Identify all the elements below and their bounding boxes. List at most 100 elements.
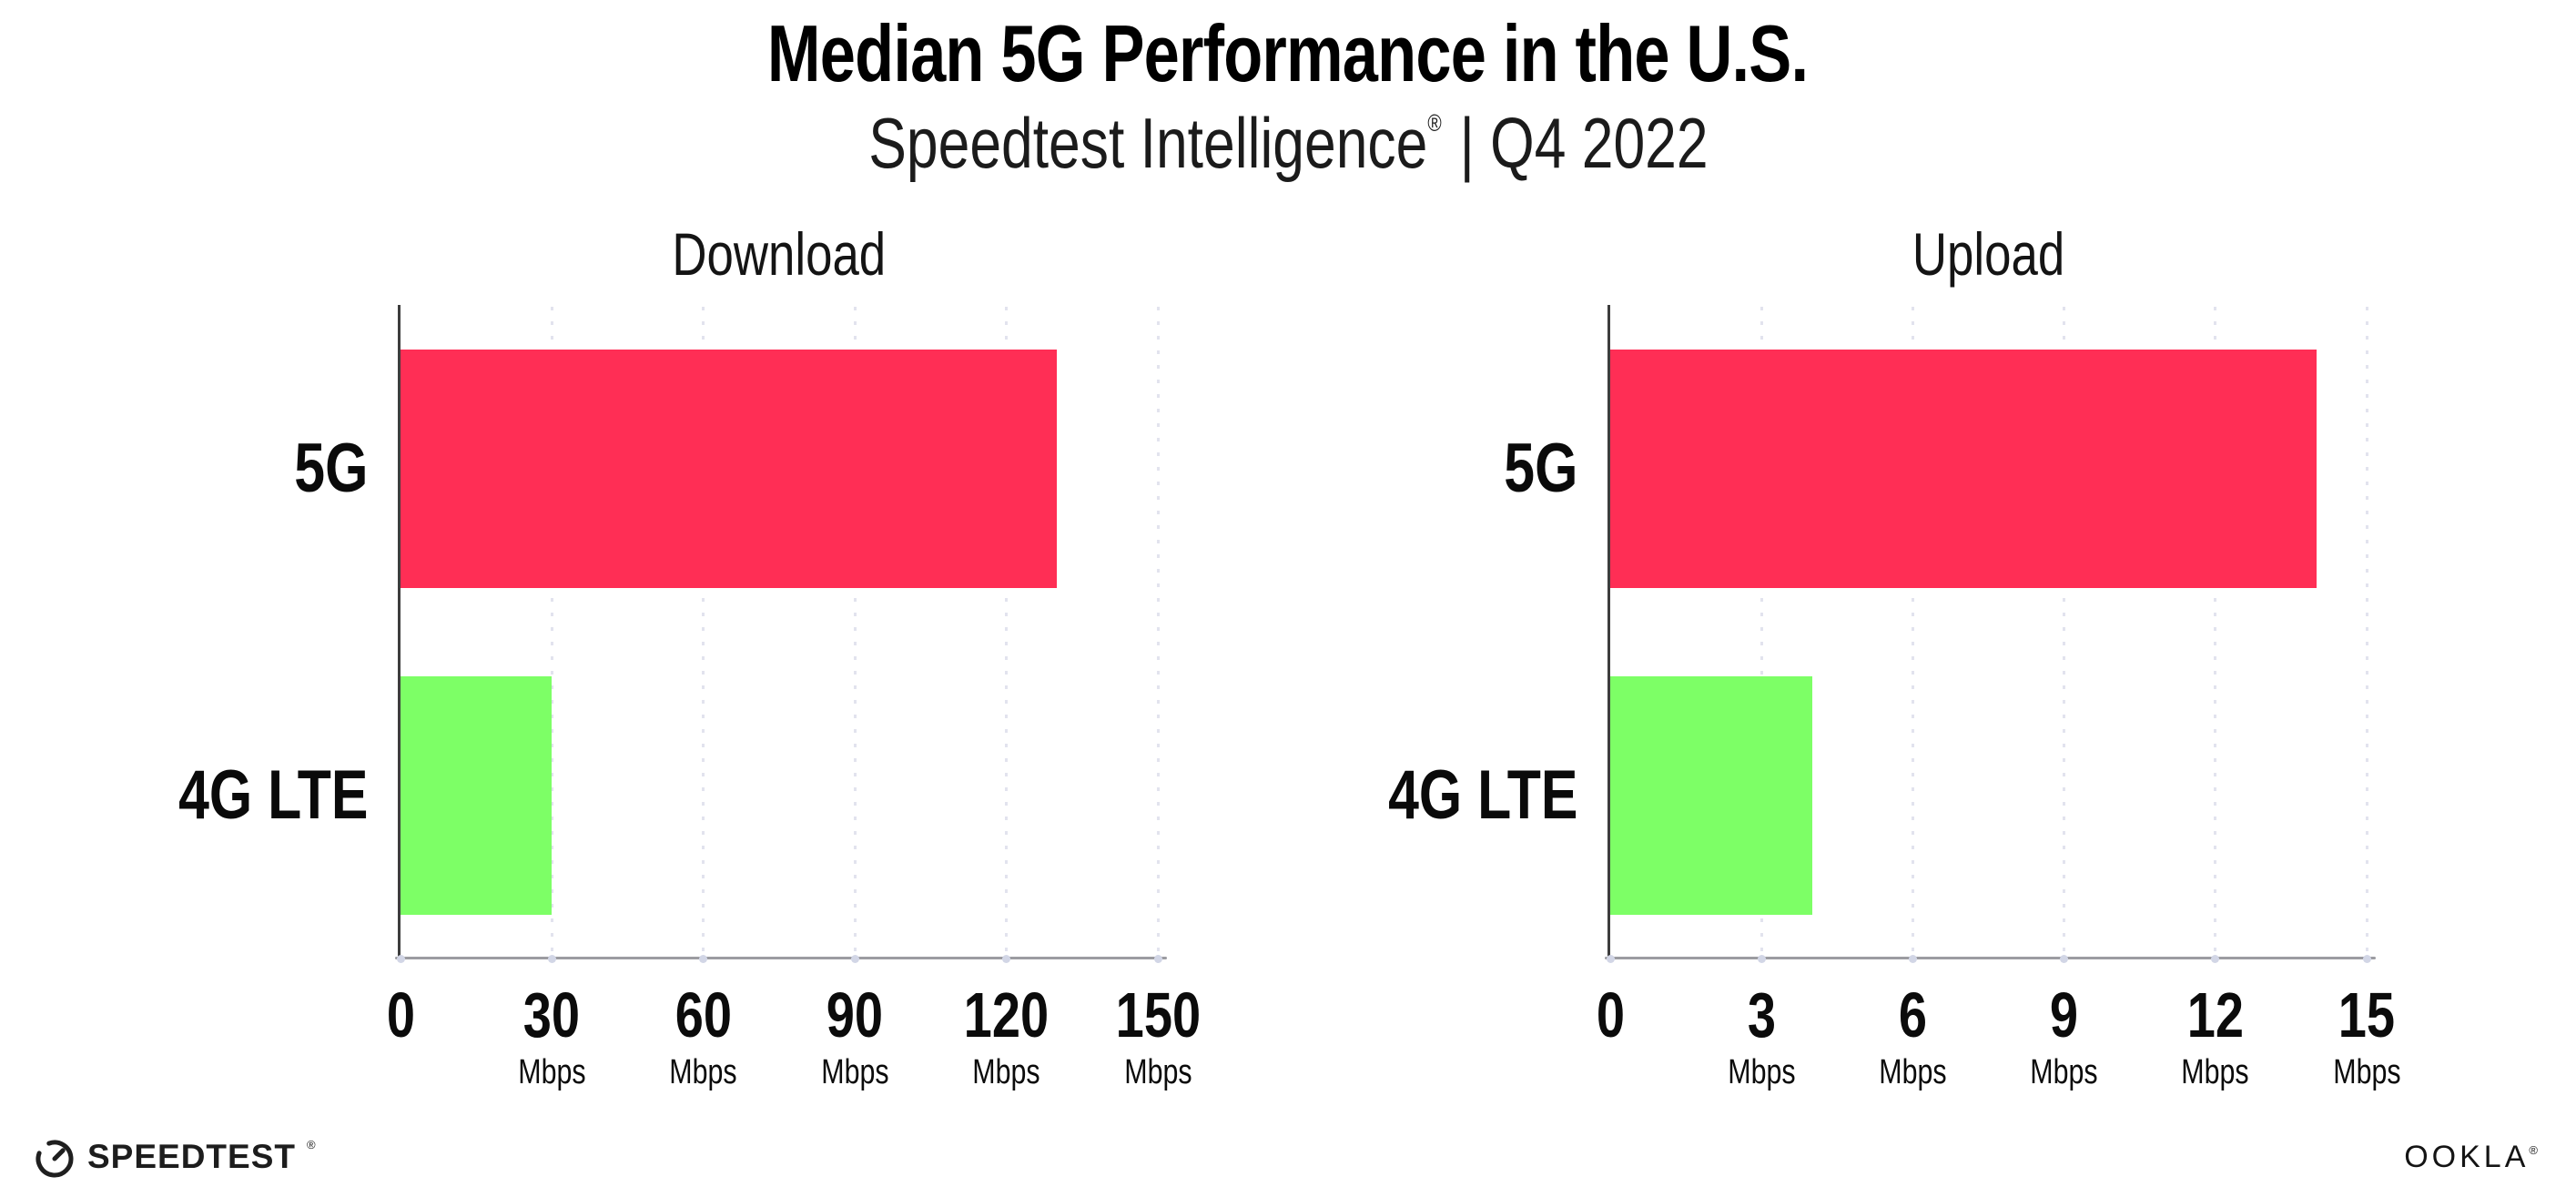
axis-tick-dot-6-upload [1908,955,1917,963]
subtitle-product: Speedtest Intelligence [867,103,1427,183]
x-tick-0-upload: 0 [1519,980,1701,1050]
axis-tick-dot-9-upload [2060,955,2069,963]
x-tick-unit-3-upload: Mbps [1670,1053,1852,1091]
category-label-5g-download: 5G [276,427,368,511]
ookla-registered-icon: ® [2529,1143,2541,1157]
download-chart-title: Download [346,223,1212,285]
axis-tick-dot-15-upload [2362,955,2371,963]
x-tick-unit-90-download: Mbps [764,1053,946,1091]
x-tick-value-text: 15 [2338,979,2396,1050]
x-tick-unit-60-download: Mbps [613,1053,795,1091]
axis-tick-dot-150-download [1153,955,1162,963]
upload-chart-title: Upload [1556,223,2421,285]
subtitle-quarter: | Q4 2022 [1459,103,1709,183]
x-tick-value-text: 3 [1747,979,1776,1050]
x-tick-6-upload: 6 Mbps [1821,980,2003,1091]
x-tick-unit-text: Mbps [2030,1053,2098,1091]
x-tick-60-download: 60 Mbps [613,980,795,1091]
category-label-4g-lte-upload: 4G LTE [1341,754,1577,837]
upload-chart-title-text: Upload [1912,220,2065,288]
category-label-text-4g-lte: 4G LTE [1387,756,1577,834]
x-tick-unit-text: Mbps [2332,1053,2401,1091]
x-tick-unit-text: Mbps [518,1053,586,1091]
x-tick-value-text: 150 [1115,979,1201,1050]
figure-header: Median 5G Performance in the U.S. Speedt… [0,9,2576,198]
figure-title: Median 5G Performance in the U.S. [0,9,2576,98]
x-tick-value-0-upload: 0 [1519,980,1701,1050]
x-tick-value-150-download: 150 [1067,980,1249,1050]
ookla-logo: OOKLA® [2404,1140,2541,1175]
grid-line-15-upload [2365,307,2368,959]
upload-chart: Upload 0 3 Mbps 6 Mbps 9 Mbps 12 Mbps 15 Mbps 5G 4G … [1388,223,2400,1091]
x-tick-9-upload: 9 Mbps [1973,980,2155,1091]
grid-line-6-upload [1911,307,1914,959]
category-label-text-5g: 5G [1503,429,1577,507]
download-chart-title-text: Download [672,220,887,288]
bar-4g-lte-upload [1610,675,1812,915]
bar-4g-lte-download [401,675,553,915]
x-tick-value-text: 60 [674,979,732,1050]
x-tick-value-6-upload: 6 [1821,980,2003,1050]
x-tick-3-upload: 3 Mbps [1670,980,1852,1091]
x-tick-value-0-download: 0 [309,980,492,1050]
bar-5g-upload [1610,349,2317,588]
x-tick-value-60-download: 60 [613,980,795,1050]
x-tick-12-upload: 12 Mbps [2125,980,2307,1091]
speedtest-logo: SPEEDTEST ® [33,1135,316,1179]
x-tick-unit-text: Mbps [1123,1053,1192,1091]
axis-tick-dot-12-upload [2211,955,2220,963]
grid-line-3-upload [1760,307,1763,959]
axis-tick-dot-90-download [850,955,859,963]
x-tick-unit-text: Mbps [669,1053,737,1091]
grid-line-120-download [1005,307,1009,959]
x-tick-unit-text: Mbps [1879,1053,1947,1091]
x-tick-value-120-download: 120 [916,980,1098,1050]
figure-subtitle-text: Speedtest Intelligence® | Q4 2022 [868,104,1708,198]
x-tick-unit-text: Mbps [972,1053,1040,1091]
x-tick-value-text: 9 [2050,979,2079,1050]
axis-tick-dot-120-download [1002,955,1011,963]
ookla-logo-text: OOKLA [2404,1140,2530,1174]
grid-line-12-upload [2214,307,2217,959]
grid-line-90-download [853,307,857,959]
category-label-text-4g-lte: 4G LTE [177,756,368,834]
x-tick-unit-text: Mbps [821,1053,889,1091]
axis-tick-dot-3-upload [1757,955,1766,963]
figure-title-text: Median 5G Performance in the U.S. [767,8,1809,98]
grid-line-30-download [550,307,553,959]
speedtest-logo-text: SPEEDTEST [87,1138,296,1175]
x-tick-value-text: 30 [523,979,581,1050]
x-tick-value-text: 12 [2186,979,2244,1050]
x-tick-value-12-upload: 12 [2125,980,2307,1050]
x-tick-value-text: 120 [963,979,1050,1050]
speedtest-registered-icon: ® [307,1137,316,1151]
category-label-text-5g: 5G [293,429,368,507]
grid-line-9-upload [2063,307,2066,959]
x-tick-value-30-download: 30 [461,980,643,1050]
x-tick-90-download: 90 Mbps [764,980,946,1091]
x-tick-unit-15-upload: Mbps [2276,1053,2458,1091]
category-label-5g-upload: 5G [1486,427,1577,511]
download-chart: Download 0 30 Mbps 60 Mbps 90 Mbps 120 Mbps 150 Mb… [178,223,1201,1091]
x-tick-unit-9-upload: Mbps [1973,1053,2155,1091]
x-tick-value-15-upload: 15 [2276,980,2458,1050]
x-tick-unit-30-download: Mbps [461,1053,643,1091]
download-x-axis-line [395,957,1167,959]
x-tick-unit-text: Mbps [1728,1053,1796,1091]
x-tick-unit-12-upload: Mbps [2125,1053,2307,1091]
x-tick-unit-120-download: Mbps [916,1053,1098,1091]
x-tick-value-text: 0 [386,979,415,1050]
x-tick-unit-150-download: Mbps [1067,1053,1249,1091]
axis-tick-dot-0-upload [1606,955,1615,963]
x-tick-unit-text: Mbps [2181,1053,2249,1091]
upload-x-axis-line [1605,957,2376,959]
x-tick-value-90-download: 90 [764,980,946,1050]
x-tick-value-text: 90 [827,979,884,1050]
x-tick-value-9-upload: 9 [1973,980,2155,1050]
x-tick-value-text: 6 [1898,979,1927,1050]
speedtest-gauge-icon [33,1135,76,1179]
download-y-axis-line [398,305,401,959]
x-tick-value-3-upload: 3 [1670,980,1852,1050]
figure-subtitle: Speedtest Intelligence® | Q4 2022 [0,104,2576,198]
category-label-4g-lte-download: 4G LTE [131,754,368,837]
